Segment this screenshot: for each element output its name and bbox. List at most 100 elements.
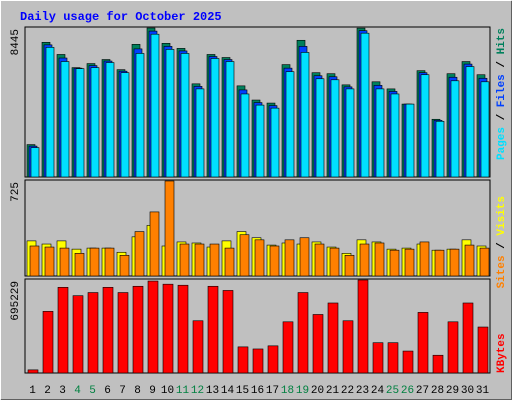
x-tick-label: 4 — [74, 385, 81, 397]
bar — [417, 312, 429, 374]
bar — [149, 211, 160, 277]
x-tick-label: 6 — [104, 385, 111, 397]
x-tick-label: 29 — [446, 385, 459, 397]
x-tick-label: 15 — [236, 385, 249, 397]
x-tick-label: 18 — [281, 385, 294, 397]
legend-entry: Hits — [496, 28, 508, 54]
bar — [270, 107, 280, 178]
bar — [450, 80, 460, 178]
x-tick-label: 8 — [134, 385, 141, 397]
bar — [404, 248, 415, 277]
bar — [389, 249, 400, 277]
x-tick-label: 1 — [29, 385, 36, 397]
bar — [314, 243, 325, 277]
x-tick-label: 27 — [416, 385, 429, 397]
bar — [30, 147, 40, 178]
bar — [150, 33, 160, 178]
bar — [27, 369, 39, 374]
bar — [449, 248, 460, 277]
legend-separator: / — [496, 54, 508, 67]
bar — [209, 243, 220, 277]
bar — [225, 61, 235, 178]
bar — [432, 354, 444, 374]
bar — [177, 284, 189, 374]
bar — [464, 244, 475, 277]
bar — [135, 53, 145, 178]
bar — [117, 292, 129, 374]
y-tick-label: 725 — [10, 182, 22, 202]
x-tick-label: 26 — [401, 385, 414, 397]
x-tick-label: 19 — [296, 385, 309, 397]
bar — [345, 88, 355, 178]
legend-entry: Visits — [496, 196, 508, 236]
x-tick-label: 20 — [311, 385, 324, 397]
x-tick-label: 28 — [431, 385, 444, 397]
x-tick-label: 3 — [59, 385, 66, 397]
bar — [269, 245, 280, 277]
y-tick-label: 8445 — [10, 29, 22, 55]
bar — [147, 280, 159, 374]
x-tick-label: 23 — [356, 385, 369, 397]
bar — [119, 254, 130, 277]
bar — [297, 292, 309, 374]
bar — [360, 32, 370, 178]
bar — [267, 345, 279, 374]
bar — [179, 243, 190, 277]
bar — [402, 350, 414, 374]
x-tick-label: 10 — [161, 385, 174, 397]
legend-entry: Files — [496, 68, 508, 108]
legend: KBytes — [496, 333, 508, 373]
x-tick-label: 9 — [149, 385, 156, 397]
bar — [390, 93, 400, 178]
bar — [59, 247, 70, 277]
bar — [312, 314, 324, 374]
x-tick-label: 22 — [341, 385, 354, 397]
bar — [60, 61, 70, 178]
x-tick-label: 16 — [251, 385, 264, 397]
bar — [192, 320, 204, 374]
legend: Sites / Visits — [496, 196, 508, 288]
bar — [282, 321, 294, 374]
bar — [132, 285, 144, 374]
bar — [224, 247, 235, 277]
bar — [285, 71, 295, 178]
bar — [254, 239, 265, 277]
bar — [434, 249, 445, 277]
x-tick-label: 2 — [44, 385, 51, 397]
bar — [480, 81, 490, 178]
bar — [102, 287, 114, 374]
bar — [180, 53, 190, 178]
bar — [210, 58, 220, 178]
chart-title: Daily usage for October 2025 — [20, 10, 222, 24]
bar — [465, 66, 475, 178]
bar — [344, 254, 355, 277]
legend-entry: Pages — [496, 120, 508, 160]
bar — [195, 88, 205, 178]
bar — [74, 253, 85, 277]
bar — [134, 231, 145, 277]
x-tick-label: 31 — [476, 385, 490, 397]
bar — [240, 93, 250, 178]
bar — [374, 242, 385, 277]
x-tick-label: 13 — [206, 385, 219, 397]
bar — [165, 49, 175, 178]
bar — [105, 62, 115, 178]
x-tick-label: 7 — [119, 385, 126, 397]
bar — [420, 74, 430, 178]
legend-entry: KBytes — [496, 333, 508, 373]
bar — [164, 180, 175, 277]
bar — [162, 283, 174, 374]
x-tick-label: 17 — [266, 385, 279, 397]
bar — [405, 103, 415, 178]
x-tick-label: 14 — [221, 385, 235, 397]
bar — [342, 320, 354, 374]
bar — [284, 239, 295, 277]
bar — [44, 246, 55, 277]
bar — [120, 72, 130, 178]
x-tick-label: 12 — [191, 385, 204, 397]
bar — [45, 47, 55, 178]
legend: Pages / Files / Hits — [496, 28, 508, 160]
bar — [462, 302, 474, 374]
bar — [72, 295, 84, 374]
